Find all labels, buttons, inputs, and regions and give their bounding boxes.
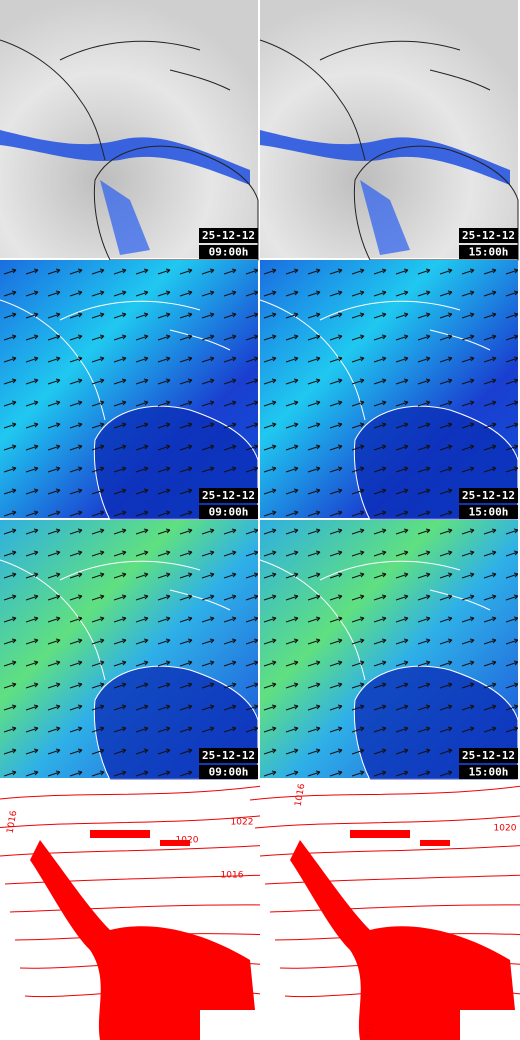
date-label: 25-12-12 [462, 749, 515, 762]
map-panel: 25-12-12 09:00h [0, 520, 259, 781]
map-panel: 25-12-12 09:00h [0, 260, 259, 521]
isobar [0, 844, 271, 857]
isobar [259, 845, 520, 857]
time-box [199, 505, 258, 519]
isobar [254, 815, 520, 829]
map-panel: 1016 1022 1020 1016 [0, 780, 271, 1040]
time-label: 15:00h [469, 506, 509, 519]
islands [350, 830, 450, 846]
time-label: 09:00h [209, 766, 249, 779]
map-panel: 25-12-12 09:00h [0, 0, 259, 261]
time-label: 09:00h [209, 506, 249, 519]
isobar-label: 1016 [294, 783, 308, 808]
isobar [0, 814, 271, 829]
date-box [199, 748, 258, 763]
date-label: 25-12-12 [202, 229, 255, 242]
isobar [4, 874, 271, 885]
time-box [459, 505, 518, 519]
date-label: 25-12-12 [462, 229, 515, 242]
isobar-label: 1020 [494, 824, 517, 834]
coastline [0, 39, 259, 261]
date-box [459, 488, 518, 503]
rain-band [260, 130, 510, 185]
time-box [459, 245, 518, 259]
date-box [199, 488, 258, 503]
isobar [269, 904, 520, 913]
islands [90, 830, 190, 846]
map-panel: 25-12-12 15:00h [259, 0, 519, 261]
time-label: 15:00h [469, 246, 509, 259]
coastline [259, 39, 519, 261]
wind-arrows [0, 520, 258, 778]
wind-arrows [260, 260, 518, 518]
date-label: 25-12-12 [202, 489, 255, 502]
map-panel: 1016 1020 101 [249, 780, 520, 1040]
time-box [199, 245, 258, 259]
isobar [9, 904, 271, 913]
date-box [199, 228, 258, 243]
date-label: 25-12-12 [202, 749, 255, 762]
time-label: 09:00h [209, 246, 249, 259]
isobar-label: 1016 [221, 871, 244, 881]
isobar-label: 1016 [6, 810, 20, 835]
date-box [459, 228, 518, 243]
rain-band [100, 180, 150, 255]
isobar-label: 101 [364, 1021, 377, 1040]
time-label: 15:00h [469, 766, 509, 779]
rain-band [0, 130, 250, 185]
isobar-label: 1022 [231, 818, 254, 828]
isobar [249, 785, 520, 801]
land-mass [290, 840, 518, 1040]
land-mass [30, 840, 258, 1040]
blank-box [200, 1010, 258, 1040]
time-box [199, 765, 258, 779]
map-panel: 25-12-12 15:00h [259, 520, 519, 781]
isobar [264, 874, 520, 885]
date-box [459, 748, 518, 763]
map-panel: 25-12-12 15:00h [259, 260, 519, 521]
isobar [0, 784, 271, 800]
isobar-label: 1020 [176, 836, 199, 846]
wind-arrows [0, 260, 258, 518]
date-label: 25-12-12 [462, 489, 515, 502]
wind-arrows [260, 520, 518, 778]
time-box [459, 765, 518, 779]
blank-box [460, 1010, 518, 1040]
rain-band [360, 180, 410, 255]
